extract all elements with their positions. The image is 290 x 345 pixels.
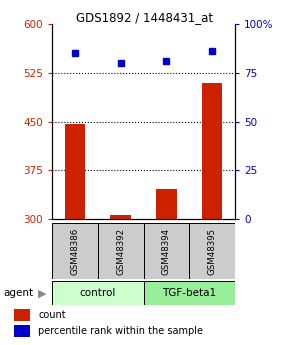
- Bar: [52, 281, 144, 305]
- Bar: [144, 281, 235, 305]
- Bar: [65, 124, 85, 219]
- Text: count: count: [38, 310, 66, 320]
- Bar: [156, 188, 177, 219]
- Text: GSM48386: GSM48386: [70, 227, 79, 275]
- Bar: [98, 223, 144, 279]
- Bar: [144, 223, 189, 279]
- Text: GSM48394: GSM48394: [162, 227, 171, 275]
- Text: TGF-beta1: TGF-beta1: [162, 288, 216, 298]
- Text: percentile rank within the sample: percentile rank within the sample: [38, 326, 203, 336]
- Bar: [110, 215, 131, 219]
- Bar: [52, 223, 98, 279]
- Text: control: control: [80, 288, 116, 298]
- Text: ▶: ▶: [38, 288, 46, 298]
- Bar: [14, 325, 30, 337]
- Text: GDS1892 / 1448431_at: GDS1892 / 1448431_at: [77, 11, 213, 24]
- Bar: [189, 223, 235, 279]
- Bar: [202, 82, 222, 219]
- Text: GSM48395: GSM48395: [208, 227, 217, 275]
- Text: GSM48392: GSM48392: [116, 227, 125, 275]
- Bar: [14, 309, 30, 321]
- Text: agent: agent: [3, 288, 33, 298]
